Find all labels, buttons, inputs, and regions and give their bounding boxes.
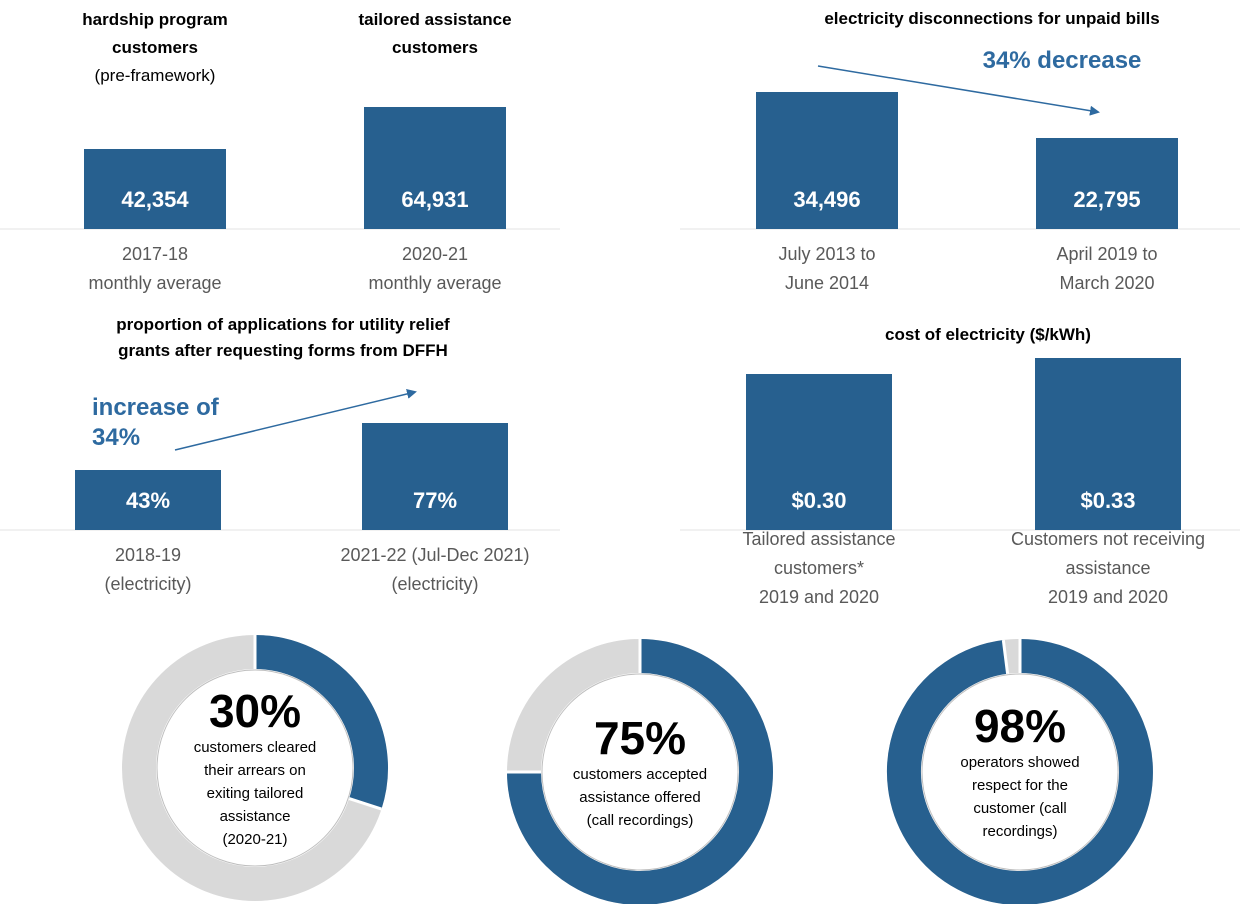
value-label: 42,354 bbox=[121, 187, 189, 212]
value-label: 22,795 bbox=[1073, 187, 1141, 212]
category-label: 2018-19 (electricity) bbox=[104, 545, 192, 594]
chart-title: electricity disconnections for unpaid bi… bbox=[824, 9, 1160, 28]
value-label: $0.30 bbox=[791, 488, 847, 513]
donut-value: 75% bbox=[593, 711, 687, 764]
category-label: Customers not receiving assistance 2019 … bbox=[1010, 529, 1206, 607]
subtitle: (pre-framework) bbox=[94, 66, 216, 85]
category-label: Tailored assistance customers* 2019 and … bbox=[742, 529, 896, 607]
arc-gap bbox=[1001, 639, 1010, 674]
chart-title: proportion of applications for utility r… bbox=[116, 315, 450, 360]
value-label: 34,496 bbox=[793, 187, 861, 212]
bar bbox=[362, 423, 508, 530]
trend-arrow bbox=[817, 65, 1100, 116]
donut-arc bbox=[507, 639, 773, 904]
bar bbox=[1036, 138, 1178, 229]
annotation: 34% decrease bbox=[982, 47, 1142, 74]
donut-description: customers cleared their arrears on exiti… bbox=[193, 738, 317, 848]
value-label: 64,931 bbox=[401, 187, 469, 212]
bar bbox=[75, 470, 221, 530]
donut-value: 98% bbox=[973, 700, 1067, 752]
donut-description: customers accepted assistance offered (c… bbox=[572, 765, 708, 829]
chart-title: cost of electricity ($/kWh) bbox=[885, 325, 1091, 344]
bar-title: hardship program customers bbox=[82, 10, 228, 57]
category-label: 2021-22 (Jul-Dec 2021) (electricity) bbox=[340, 545, 530, 594]
donut-arc bbox=[886, 639, 1153, 904]
trend-arrow bbox=[174, 389, 417, 451]
donut-inner bbox=[921, 673, 1119, 871]
arc-gap bbox=[348, 797, 382, 811]
bar bbox=[84, 149, 226, 229]
bar bbox=[756, 92, 898, 229]
value-label: 43% bbox=[125, 488, 171, 513]
category-label: 2017-18 monthly average bbox=[88, 244, 222, 293]
category-label: July 2013 to June 2014 bbox=[778, 244, 876, 293]
donut-value: 30% bbox=[208, 684, 302, 737]
donut-description: operators showed respect for the custome… bbox=[960, 754, 1080, 840]
donut-text: 30% customers cleared their arrears on ex… bbox=[160, 638, 350, 898]
donut-text: 98% operators showed respect for the cust… bbox=[925, 642, 1115, 902]
donut-arc bbox=[254, 635, 388, 810]
value-label: $0.33 bbox=[1080, 488, 1136, 513]
bar-title: tailored assistance customers bbox=[358, 10, 512, 57]
category-label: April 2019 to March 2020 bbox=[1056, 244, 1158, 293]
donut-inner bbox=[541, 673, 739, 871]
donut-inner bbox=[156, 669, 354, 867]
bar bbox=[746, 373, 892, 530]
bar bbox=[364, 107, 506, 229]
value-label: 77% bbox=[412, 488, 458, 513]
category-label: 2020-21 monthly average bbox=[368, 244, 502, 293]
annotation: increase of 34% bbox=[92, 394, 219, 451]
donut-text: 75% customers accepted assistance offered… bbox=[545, 642, 735, 902]
bar bbox=[1035, 358, 1181, 530]
